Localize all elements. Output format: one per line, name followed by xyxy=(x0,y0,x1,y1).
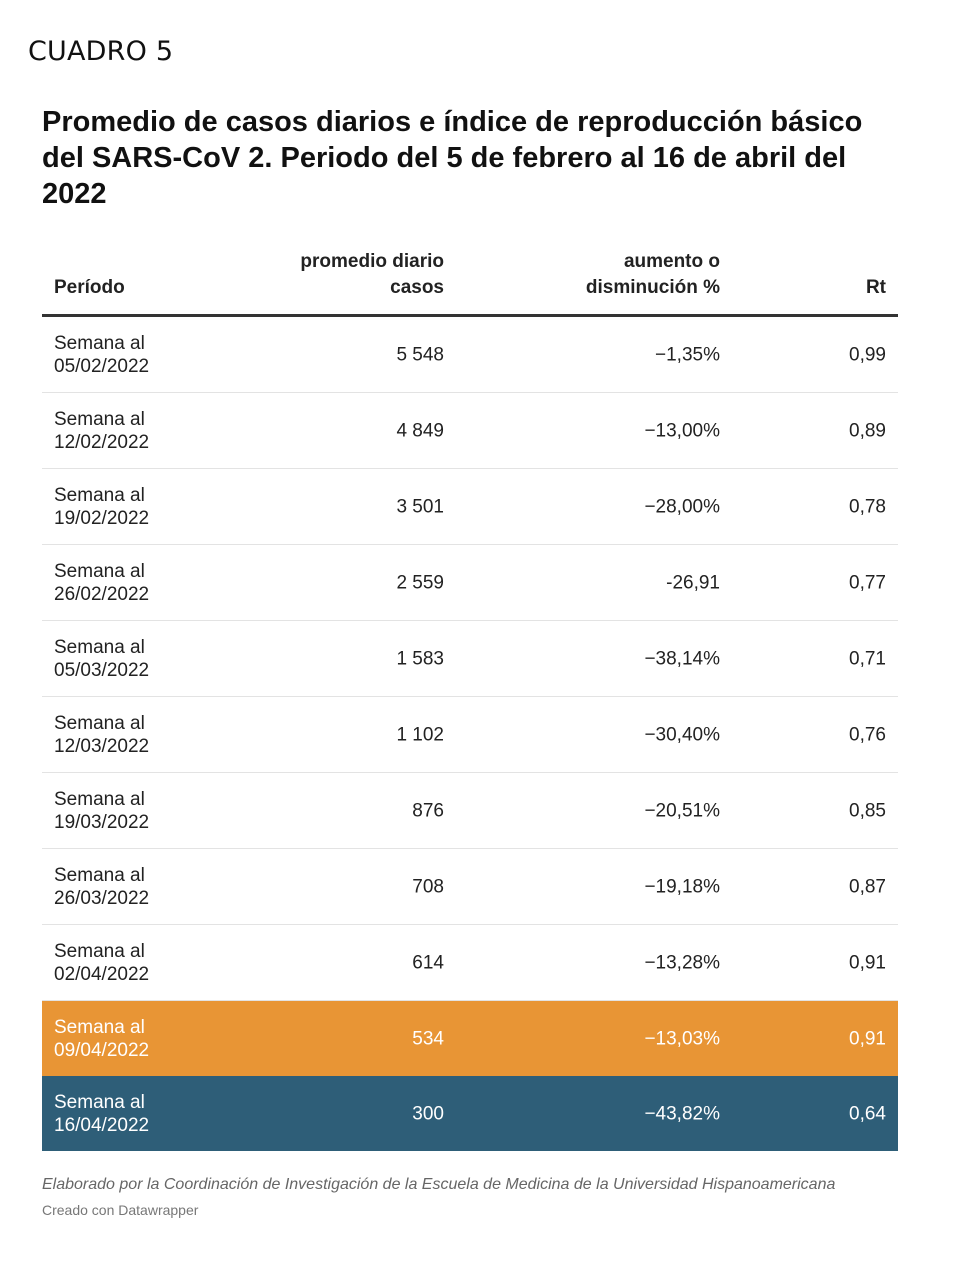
cell-cambio: −43,82% xyxy=(644,1103,720,1124)
periodo-date: 19/03/2022 xyxy=(54,811,150,833)
table-row-highlight-orange: Semana al 09/04/2022 534 −13,03% 0,91 xyxy=(42,1001,898,1076)
cell-periodo: Semana al 26/03/2022 xyxy=(54,864,254,910)
cell-periodo: Semana al 12/02/2022 xyxy=(54,408,254,454)
cell-periodo: Semana al 02/04/2022 xyxy=(54,940,254,986)
cell-rt: 0,71 xyxy=(849,648,886,669)
periodo-line1: Semana al xyxy=(54,636,145,658)
header-promedio: promedio diario casos xyxy=(300,249,444,301)
periodo-date: 12/02/2022 xyxy=(54,431,150,453)
periodo-line1: Semana al xyxy=(54,408,145,430)
periodo-line1: Semana al xyxy=(54,560,145,582)
cell-rt: 0,91 xyxy=(849,952,886,973)
periodo-date: 19/02/2022 xyxy=(54,507,150,529)
cell-periodo: Semana al 19/02/2022 xyxy=(54,484,254,530)
header-aumento-line2: disminución % xyxy=(585,277,720,298)
cell-casos: 534 xyxy=(412,1028,444,1049)
cell-cambio: -26,91 xyxy=(666,572,720,593)
periodo-date: 05/02/2022 xyxy=(54,355,150,377)
table-row: Semana al 26/02/2022 2 559 -26,91 0,77 xyxy=(42,545,898,621)
cell-cambio: −13,03% xyxy=(644,1028,720,1049)
periodo-date: 12/03/2022 xyxy=(54,735,150,757)
cell-periodo: Semana al 05/02/2022 xyxy=(54,332,254,378)
table-row-highlight-blue: Semana al 16/04/2022 300 −43,82% 0,64 xyxy=(42,1076,898,1151)
cell-casos: 5 548 xyxy=(396,344,444,365)
periodo-line1: Semana al xyxy=(54,484,145,506)
cell-casos: 300 xyxy=(412,1103,444,1124)
header-promedio-line2: casos xyxy=(390,277,444,298)
cell-rt: 0,77 xyxy=(849,572,886,593)
table-row: Semana al 19/02/2022 3 501 −28,00% 0,78 xyxy=(42,469,898,545)
periodo-line1: Semana al xyxy=(54,788,145,810)
header-periodo: Período xyxy=(54,277,125,298)
header-promedio-line1: promedio diario xyxy=(300,251,444,272)
cell-periodo: Semana al 19/03/2022 xyxy=(54,788,254,834)
periodo-line1: Semana al xyxy=(54,1016,145,1038)
cell-periodo: Semana al 12/03/2022 xyxy=(54,712,254,758)
figure-label: CUADRO 5 xyxy=(28,36,174,67)
periodo-line1: Semana al xyxy=(54,940,145,962)
source-note: Elaborado por la Coordinación de Investi… xyxy=(42,1176,836,1193)
table-header: Período promedio diario casos aumento o … xyxy=(42,250,898,317)
periodo-date: 26/02/2022 xyxy=(54,583,150,605)
cell-periodo: Semana al 26/02/2022 xyxy=(54,560,254,606)
cell-rt: 0,87 xyxy=(849,876,886,897)
cell-periodo: Semana al 05/03/2022 xyxy=(54,636,254,682)
cell-cambio: −1,35% xyxy=(655,344,720,365)
cell-rt: 0,85 xyxy=(849,800,886,821)
cell-periodo: Semana al 16/04/2022 xyxy=(54,1091,254,1137)
periodo-line1: Semana al xyxy=(54,712,145,734)
cell-periodo: Semana al 09/04/2022 xyxy=(54,1016,254,1062)
header-aumento-line1: aumento o xyxy=(623,251,720,272)
cell-casos: 2 559 xyxy=(396,572,444,593)
cell-cambio: −13,00% xyxy=(644,420,720,441)
cell-cambio: −19,18% xyxy=(644,876,720,897)
cell-cambio: −28,00% xyxy=(644,496,720,517)
table-row: Semana al 26/03/2022 708 −19,18% 0,87 xyxy=(42,849,898,925)
periodo-line1: Semana al xyxy=(54,332,145,354)
table-row: Semana al 05/03/2022 1 583 −38,14% 0,71 xyxy=(42,621,898,697)
table-row: Semana al 12/03/2022 1 102 −30,40% 0,76 xyxy=(42,697,898,773)
header-rt: Rt xyxy=(865,277,886,298)
cell-casos: 3 501 xyxy=(396,496,444,517)
cell-cambio: −13,28% xyxy=(644,952,720,973)
periodo-date: 16/04/2022 xyxy=(54,1114,150,1136)
table-row: Semana al 02/04/2022 614 −13,28% 0,91 xyxy=(42,925,898,1001)
cell-rt: 0,76 xyxy=(849,724,886,745)
cell-cambio: −30,40% xyxy=(644,724,720,745)
cell-casos: 614 xyxy=(412,952,444,973)
cell-casos: 1 102 xyxy=(396,724,444,745)
periodo-date: 02/04/2022 xyxy=(54,963,150,985)
cell-cambio: −20,51% xyxy=(644,800,720,821)
cell-cambio: −38,14% xyxy=(644,648,720,669)
cell-casos: 876 xyxy=(412,800,444,821)
table-title: Promedio de casos diarios e índice de re… xyxy=(42,106,863,210)
data-table: Período promedio diario casos aumento o … xyxy=(42,250,898,1151)
cell-rt: 0,64 xyxy=(849,1103,886,1124)
table-row: Semana al 12/02/2022 4 849 −13,00% 0,89 xyxy=(42,393,898,469)
cell-rt: 0,91 xyxy=(849,1028,886,1049)
periodo-date: 26/03/2022 xyxy=(54,887,150,909)
cell-rt: 0,99 xyxy=(849,344,886,365)
cell-casos: 1 583 xyxy=(396,648,444,669)
header-aumento: aumento o disminución % xyxy=(586,249,720,301)
periodo-line1: Semana al xyxy=(54,864,145,886)
periodo-date: 09/04/2022 xyxy=(54,1039,150,1061)
cell-casos: 708 xyxy=(412,876,444,897)
cell-rt: 0,78 xyxy=(849,496,886,517)
periodo-date: 05/03/2022 xyxy=(54,659,150,681)
cell-casos: 4 849 xyxy=(396,420,444,441)
table-row: Semana al 05/02/2022 5 548 −1,35% 0,99 xyxy=(42,317,898,393)
table-row: Semana al 19/03/2022 876 −20,51% 0,85 xyxy=(42,773,898,849)
periodo-line1: Semana al xyxy=(54,1091,145,1113)
credit-note: Creado con Datawrapper xyxy=(42,1202,199,1218)
cell-rt: 0,89 xyxy=(849,420,886,441)
